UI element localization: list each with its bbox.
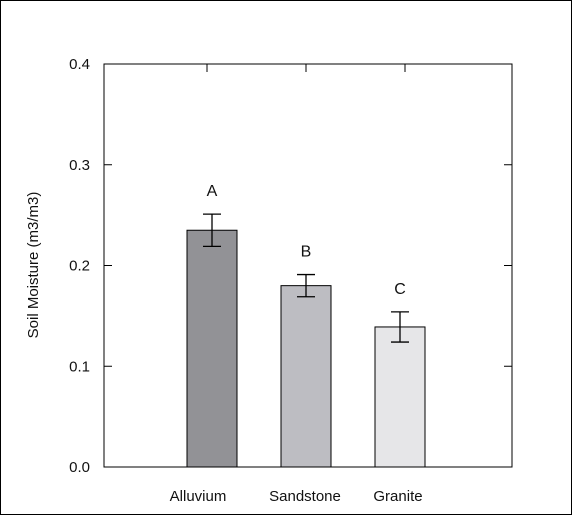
y-tick-label: 0.0 [69, 459, 90, 476]
significance-label: C [394, 281, 406, 298]
bars [186, 229, 426, 468]
error-bars [203, 213, 409, 343]
x-tick-label: Alluvium [170, 488, 227, 505]
x-tick-label: Sandstone [269, 488, 341, 505]
x-tick-label: Granite [373, 488, 422, 505]
significance-label: A [207, 183, 218, 200]
bar-sandstone [280, 285, 332, 468]
y-tick-label: 0.3 [69, 157, 90, 174]
y-axis-title: Soil Moisture (m3/m3) [25, 192, 42, 339]
significance-label: B [301, 244, 312, 261]
y-tick-label: 0.1 [69, 358, 90, 375]
bar-granite [374, 326, 426, 468]
y-tick-label: 0.4 [69, 56, 90, 73]
bar-alluvium [186, 229, 238, 468]
significance-labels: A B C [207, 183, 406, 298]
y-axis-ticks: 0.0 0.1 0.2 0.3 0.4 [69, 56, 512, 476]
y-tick-label: 0.2 [69, 258, 90, 275]
x-axis-ticks: Alluvium Sandstone Granite [170, 64, 423, 505]
